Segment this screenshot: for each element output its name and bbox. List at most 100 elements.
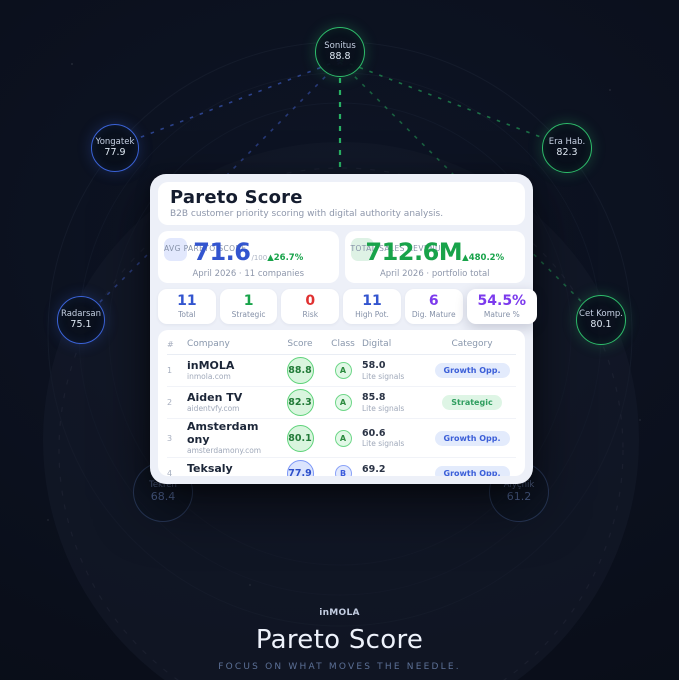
stat-value: 11: [362, 293, 382, 309]
card-title: Pareto Score: [170, 187, 303, 208]
score-icon: [164, 238, 187, 261]
orbit-node-cet-komp[interactable]: Cet Komp. 80.1: [576, 295, 626, 345]
node-score: 77.9: [104, 147, 126, 159]
category-pill: Growth Opp.: [434, 430, 510, 446]
header-class: Class: [331, 339, 355, 349]
stat-value: 54.5%: [477, 293, 527, 309]
company-domain: inmola.com: [187, 372, 231, 382]
card-subtitle: B2B customer priority scoring with digit…: [170, 209, 444, 219]
kpi-delta: ▲480.2%: [462, 253, 505, 263]
company-cell: Amsterdam ony amsterdamony.com: [187, 420, 276, 456]
company-name: inMOLA: [187, 358, 235, 372]
node-score: 88.8: [329, 51, 351, 63]
node-name: Alyçnik: [503, 479, 535, 490]
stats-row: 11 Total 1 Strategic 0 Risk 11 High Pot.…: [158, 289, 538, 324]
node-score: 80.1: [590, 319, 612, 331]
digital-cell: 58.0 Lite signals: [362, 360, 428, 380]
stat-label: Total: [178, 310, 196, 319]
brand-name: inMOLA: [319, 608, 360, 618]
node-name: Radarsan: [60, 308, 102, 319]
star-dot: [639, 419, 641, 421]
footer: inMOLA Pareto Score FOCUS ON WHAT MOVES …: [0, 608, 679, 672]
digital-sublabel: Lite signals: [362, 439, 405, 449]
pareto-score-card: Pareto Score B2B customer priority scori…: [150, 174, 538, 484]
kpi-avg-pareto-score: AVG PARETO SCORE 71.6/100▲26.7% April 20…: [158, 231, 339, 283]
digital-cell: 85.8 Lite signals: [362, 392, 428, 412]
category-pill: Growth Opp.: [434, 466, 510, 476]
star-dot: [71, 63, 73, 65]
digital-value: 69.2: [362, 463, 386, 475]
digital-value: 60.6: [362, 427, 386, 439]
kpi-value: 712.6M: [365, 238, 463, 266]
kpi-value-row: 71.6/100▲26.7%: [158, 238, 339, 266]
table-row-inmola[interactable]: 1 inMOLA inmola.com 88.8 A 58.0 Lite sig…: [167, 355, 516, 387]
header-digital: Digital: [362, 339, 392, 349]
rank-cell: 3: [167, 433, 173, 443]
rank-cell: 1: [167, 366, 173, 375]
header-category: Category: [451, 339, 493, 349]
orbit-node-radarsan[interactable]: Radarsan 75.1: [57, 296, 105, 344]
node-score: 61.2: [506, 490, 532, 504]
stat-value: 1: [243, 293, 254, 309]
node-name: Era Hab.: [548, 136, 586, 147]
footer-title: Pareto Score: [255, 625, 424, 655]
score-badge: 82.3: [286, 389, 314, 416]
stat-label: High Pot.: [355, 310, 389, 319]
table-row-aiden-tv[interactable]: 2 Aiden TV aidentvfy.com 82.3 A 85.8 Lit…: [167, 387, 516, 419]
star-dot: [609, 89, 611, 91]
orbit-node-era-hab[interactable]: Era Hab. 82.3: [542, 123, 592, 173]
stat-value: 11: [177, 293, 197, 309]
stat-label: Mature %: [483, 310, 520, 319]
stat-mature-pct: 54.5% Mature %: [466, 289, 538, 324]
node-score: 75.1: [70, 319, 92, 331]
table-row-teksaly[interactable]: 4 Teksaly teksealy.com 77.9 B 69.2 Lite …: [167, 458, 516, 476]
company-name: Amsterdam ony: [187, 420, 259, 446]
orbit-node-yongatek[interactable]: Yongatek 77.9: [91, 124, 139, 172]
class-badge: A: [334, 429, 352, 447]
company-name: Teksaly: [187, 461, 233, 475]
category-pill: Strategic: [442, 395, 502, 410]
header-score: Score: [287, 339, 313, 349]
table-row-amsterdam-ony[interactable]: 3 Amsterdam ony amsterdamony.com 80.1 A …: [167, 419, 516, 459]
kpi-label: AVG PARETO SCORE: [164, 244, 247, 253]
class-badge: A: [334, 362, 352, 379]
digital-sublabel: Lite signals: [362, 403, 405, 413]
kpi-value: 71.6: [193, 238, 251, 266]
stat-total: 11 Total: [158, 289, 216, 324]
category-pill: Growth Opp.: [434, 363, 510, 378]
footer-tagline: FOCUS ON WHAT MOVES THE NEEDLE.: [218, 662, 461, 672]
stat-value: 0: [305, 293, 316, 309]
connector-yongatek: [117, 59, 341, 147]
star-dot: [47, 519, 49, 521]
star-dot: [249, 584, 251, 586]
stat-high-pot: 11 High Pot.: [343, 289, 401, 324]
stat-label: Strategic: [231, 310, 266, 319]
revenue-icon: [350, 238, 374, 261]
company-domain: aidentvfy.com: [187, 404, 240, 414]
header-rank: #: [167, 339, 174, 349]
orbit-node-sonitus[interactable]: Sonitus 88.8: [315, 27, 365, 77]
kpi-suffix: /100: [251, 254, 268, 262]
kpi-row: AVG PARETO SCORE 71.6/100▲26.7% April 20…: [158, 231, 525, 283]
table-header-row: # Company Score Class Digital Category: [167, 337, 516, 355]
rank-cell: 4: [167, 469, 173, 476]
connector-era-hab: [339, 59, 565, 147]
kpi-total-sales-revenue: TOTAL SALES REVENUE 712.6M▲480.2% April …: [344, 231, 525, 283]
kpi-sublabel: April 2026 · portfolio total: [379, 269, 490, 279]
digital-cell: 60.6 Lite signals: [362, 428, 428, 448]
rank-cell: 2: [167, 398, 173, 407]
company-domain: amsterdamony.com: [187, 446, 262, 456]
stat-value: 6: [428, 293, 439, 309]
company-name: Aiden TV: [187, 390, 243, 404]
card-header: Pareto Score B2B customer priority scori…: [158, 182, 525, 225]
digital-value: 58.0: [362, 360, 386, 372]
node-name: Cet Komp.: [579, 308, 623, 319]
score-badge: 77.9: [286, 460, 314, 476]
class-badge: B: [334, 465, 352, 476]
stat-label: Risk: [302, 310, 319, 319]
company-cell: inMOLA inmola.com: [187, 358, 276, 382]
kpi-label: TOTAL SALES REVENUE: [350, 244, 447, 253]
stat-risk: 0 Risk: [281, 289, 340, 324]
digital-sublabel: Lite signals: [362, 475, 428, 476]
stat-strategic: 1 Strategic: [219, 289, 278, 324]
